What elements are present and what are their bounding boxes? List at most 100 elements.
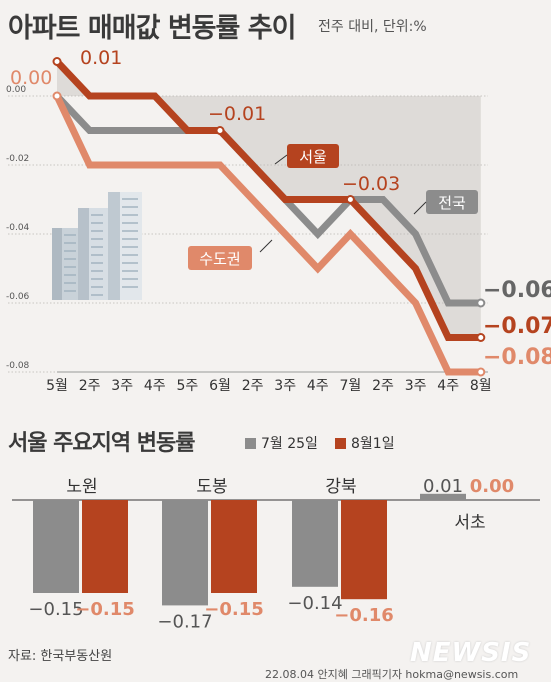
series-tag-national-box	[426, 190, 478, 214]
y-tick-label: -0.02	[6, 154, 29, 164]
value-annotation: −0.07	[483, 314, 551, 339]
legend-swatch-gray	[245, 438, 256, 449]
data-point	[345, 195, 355, 204]
value-annotation: −0.03	[342, 173, 400, 195]
building-window	[64, 250, 76, 252]
building-window	[122, 254, 138, 256]
building-window	[91, 246, 103, 248]
bar	[82, 500, 128, 593]
data-point	[52, 91, 62, 101]
y-tick-label: -0.06	[6, 292, 30, 302]
legend-item-jul25: 7월 25일	[245, 433, 318, 453]
data-point	[52, 57, 62, 66]
bar	[162, 500, 208, 606]
building-window	[64, 290, 76, 292]
series-line-seoul	[54, 59, 481, 341]
building-window	[91, 270, 103, 272]
building-window	[91, 286, 103, 288]
x-tick-label: 5주	[177, 378, 199, 394]
building-window	[64, 274, 76, 276]
value-annotation: 0.01	[80, 47, 122, 69]
bar	[292, 500, 338, 587]
bar-value-label: 0.00	[470, 476, 514, 497]
series-tag-metro-box	[188, 246, 252, 270]
building-window	[64, 266, 76, 268]
shaded-area	[57, 61, 481, 338]
x-tick-label: 4주	[307, 378, 329, 394]
legend-item-aug1: 8월1일	[335, 433, 395, 453]
building-window	[91, 214, 103, 216]
building-window	[122, 238, 138, 240]
y-tick-label: -0.04	[6, 223, 30, 233]
x-tick-label: 7월	[340, 378, 362, 394]
x-tick-label: 4주	[437, 378, 459, 394]
series-line-metro	[53, 94, 481, 376]
bar-chart-title: 서울 주요지역 변동률	[8, 431, 195, 456]
bar	[420, 493, 466, 500]
building-window	[91, 238, 103, 240]
building-window	[64, 258, 76, 260]
legend-label: 8월1일	[351, 436, 395, 452]
x-tick-label: 3주	[111, 378, 133, 394]
building-window	[91, 230, 103, 232]
bar-value-label: −0.15	[28, 599, 83, 620]
x-tick-label: 5월	[46, 378, 68, 394]
value-annotation: −0.08	[483, 345, 551, 370]
series-tag-national: 전국	[438, 194, 466, 212]
bar	[33, 500, 79, 593]
building-window	[64, 242, 76, 244]
series-tag-metro: 수도권	[199, 250, 240, 268]
line-chart: 0.00 -0.02 -0.04 -0.06 -0.08 5월 2주 3주 4주 5주 6월 2주 3…	[6, 47, 551, 394]
bar	[211, 500, 257, 593]
y-tick-label: 0.00	[6, 85, 26, 95]
value-annotation: 0.00	[10, 67, 52, 89]
pointer-arrow	[259, 239, 273, 253]
x-tick-label: 8월	[470, 378, 492, 394]
bar-category-label: 노원	[66, 477, 97, 497]
chart-title: 아파트 매매값 변동률 추이	[8, 13, 296, 44]
value-annotation: −0.06	[483, 278, 551, 303]
value-annotation: −0.01	[208, 103, 266, 125]
building-window	[91, 254, 103, 256]
building-window	[122, 198, 138, 200]
source-label: 자료: 한국부동산원	[8, 649, 113, 664]
building-window	[122, 222, 138, 224]
bar-category-label: 강북	[325, 477, 356, 497]
legend-label: 7월 25일	[261, 436, 318, 452]
data-point	[215, 126, 225, 135]
bar-value-label: 0.01	[423, 476, 463, 497]
bar-value-label: −0.15	[75, 599, 135, 620]
pointer-arrow	[413, 201, 427, 215]
bar-category-label: 도봉	[196, 477, 227, 497]
bar-category-label: 서초	[454, 513, 485, 533]
series-tag-seoul-box	[287, 144, 339, 168]
unit-label: 전주 대비, 단위:%	[318, 19, 427, 35]
building-window	[122, 206, 138, 208]
x-tick-label: 4주	[144, 378, 166, 394]
x-tick-label: 2주	[79, 378, 101, 394]
building-window	[91, 262, 103, 264]
bar-value-label: −0.14	[287, 593, 342, 614]
building-window	[122, 262, 138, 264]
pointer-arrow	[274, 154, 288, 165]
y-tick-label: -0.08	[6, 361, 30, 371]
data-point	[476, 367, 486, 377]
building-window	[91, 294, 103, 296]
x-tick-label: 2주	[242, 378, 264, 394]
building-window	[91, 222, 103, 224]
series-tag-seoul: 서울	[299, 148, 327, 166]
apartment-building-icon	[52, 192, 142, 300]
building-window	[122, 278, 138, 280]
building-window	[122, 270, 138, 272]
bar-value-label: −0.16	[334, 605, 394, 626]
bar	[341, 500, 387, 600]
data-point	[476, 333, 486, 342]
credit-label: 22.08.04 안지혜 그래픽기자 hokma@newsis.com	[265, 668, 519, 681]
building-window	[122, 230, 138, 232]
building-window	[91, 278, 103, 280]
x-tick-label: 2주	[372, 378, 394, 394]
newsis-logo: NEWSIS	[410, 638, 532, 668]
building-window	[64, 282, 76, 284]
x-tick-label: 6월	[209, 378, 231, 394]
building-window	[122, 286, 138, 288]
